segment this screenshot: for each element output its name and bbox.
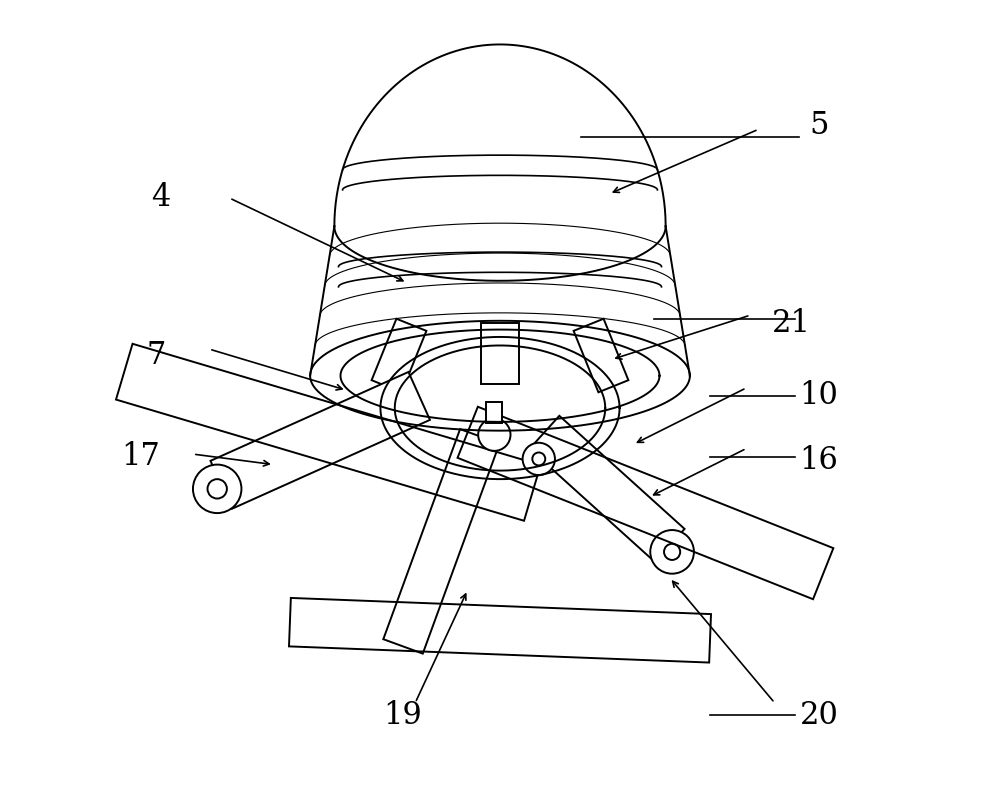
Text: 7: 7 — [147, 340, 166, 371]
Text: 17: 17 — [121, 441, 160, 472]
Text: 19: 19 — [384, 700, 422, 730]
Polygon shape — [383, 429, 500, 654]
Circle shape — [478, 419, 511, 451]
Text: 5: 5 — [809, 110, 829, 141]
Bar — [574, 318, 628, 393]
Polygon shape — [530, 416, 685, 562]
Bar — [486, 402, 502, 423]
Circle shape — [193, 465, 241, 513]
Text: 10: 10 — [800, 381, 839, 411]
Text: 16: 16 — [800, 445, 839, 476]
Circle shape — [208, 479, 227, 499]
Circle shape — [664, 544, 680, 560]
Circle shape — [650, 530, 694, 574]
Bar — [481, 323, 519, 384]
Text: 21: 21 — [771, 308, 810, 339]
Text: 4: 4 — [151, 183, 170, 213]
Text: 20: 20 — [800, 700, 839, 730]
Circle shape — [532, 452, 545, 465]
Bar — [372, 318, 426, 393]
Polygon shape — [210, 372, 430, 509]
Circle shape — [523, 443, 555, 475]
